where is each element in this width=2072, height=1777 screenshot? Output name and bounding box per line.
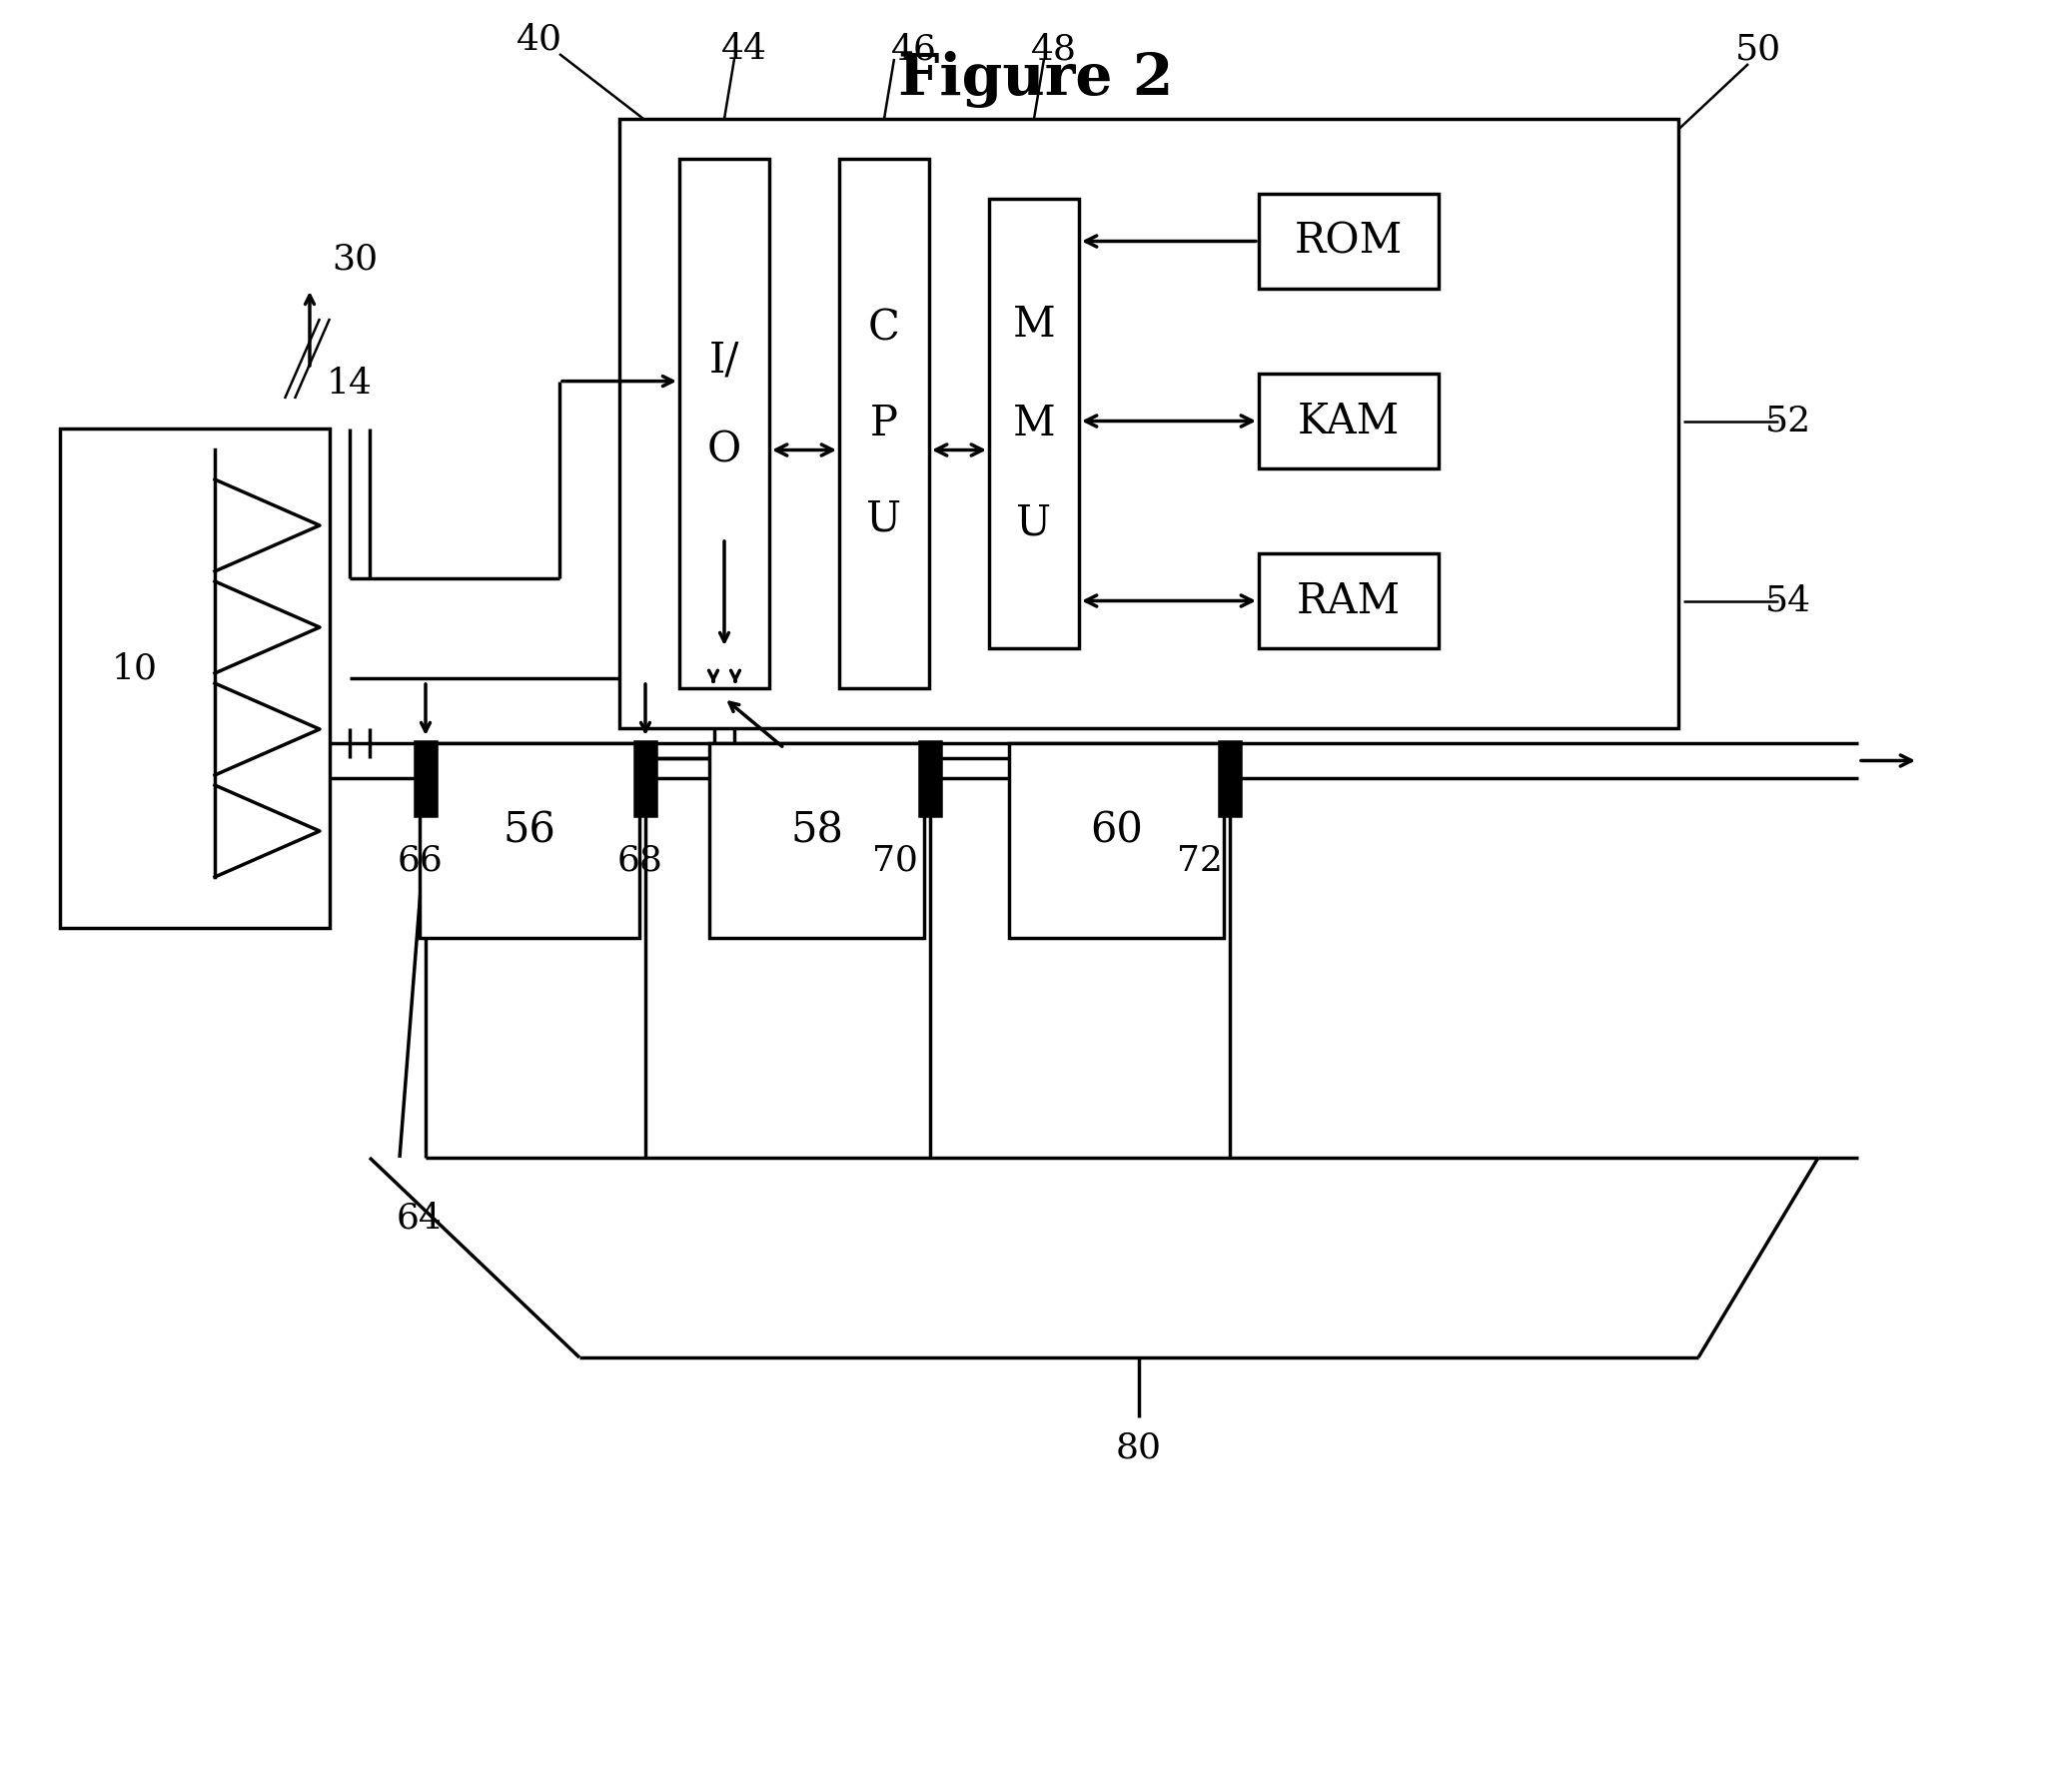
- Bar: [1260, 373, 1438, 469]
- Text: U: U: [866, 498, 901, 540]
- Text: 54: 54: [1765, 585, 1811, 618]
- Text: 70: 70: [872, 844, 918, 878]
- Text: 10: 10: [112, 650, 157, 686]
- Bar: [1260, 553, 1438, 649]
- Text: 48: 48: [1032, 32, 1077, 66]
- Bar: [709, 743, 924, 938]
- Text: 14: 14: [327, 366, 373, 400]
- Bar: [634, 741, 657, 816]
- Text: O: O: [707, 428, 742, 471]
- Bar: [414, 741, 437, 816]
- Text: 30: 30: [332, 242, 377, 275]
- Text: 80: 80: [1117, 1430, 1162, 1464]
- Text: C: C: [868, 307, 899, 350]
- Text: 44: 44: [721, 32, 767, 66]
- Bar: [988, 199, 1080, 649]
- Bar: [839, 158, 928, 688]
- Text: M: M: [1013, 403, 1055, 444]
- Text: KAM: KAM: [1297, 400, 1401, 442]
- Text: ROM: ROM: [1295, 220, 1403, 263]
- Text: 66: 66: [398, 844, 443, 878]
- Bar: [1009, 743, 1225, 938]
- Text: 72: 72: [1177, 844, 1222, 878]
- Bar: [620, 119, 1678, 729]
- Text: RAM: RAM: [1297, 579, 1401, 622]
- Text: U: U: [1017, 501, 1053, 544]
- Bar: [421, 743, 640, 938]
- Bar: [1260, 194, 1438, 288]
- Text: 46: 46: [891, 32, 937, 66]
- Bar: [920, 741, 941, 816]
- Text: 64: 64: [396, 1201, 443, 1235]
- Text: 40: 40: [516, 21, 562, 55]
- Text: 60: 60: [1090, 810, 1144, 851]
- Text: 52: 52: [1765, 403, 1811, 437]
- Bar: [60, 428, 329, 928]
- Bar: [1218, 741, 1241, 816]
- Text: M: M: [1013, 304, 1055, 345]
- Text: 68: 68: [617, 844, 663, 878]
- Bar: [680, 158, 769, 688]
- Text: 50: 50: [1734, 32, 1782, 66]
- Text: 58: 58: [789, 810, 843, 851]
- Text: I/: I/: [709, 339, 740, 380]
- Text: 56: 56: [503, 810, 555, 851]
- Text: Figure 2: Figure 2: [899, 50, 1173, 107]
- Text: P: P: [870, 403, 897, 444]
